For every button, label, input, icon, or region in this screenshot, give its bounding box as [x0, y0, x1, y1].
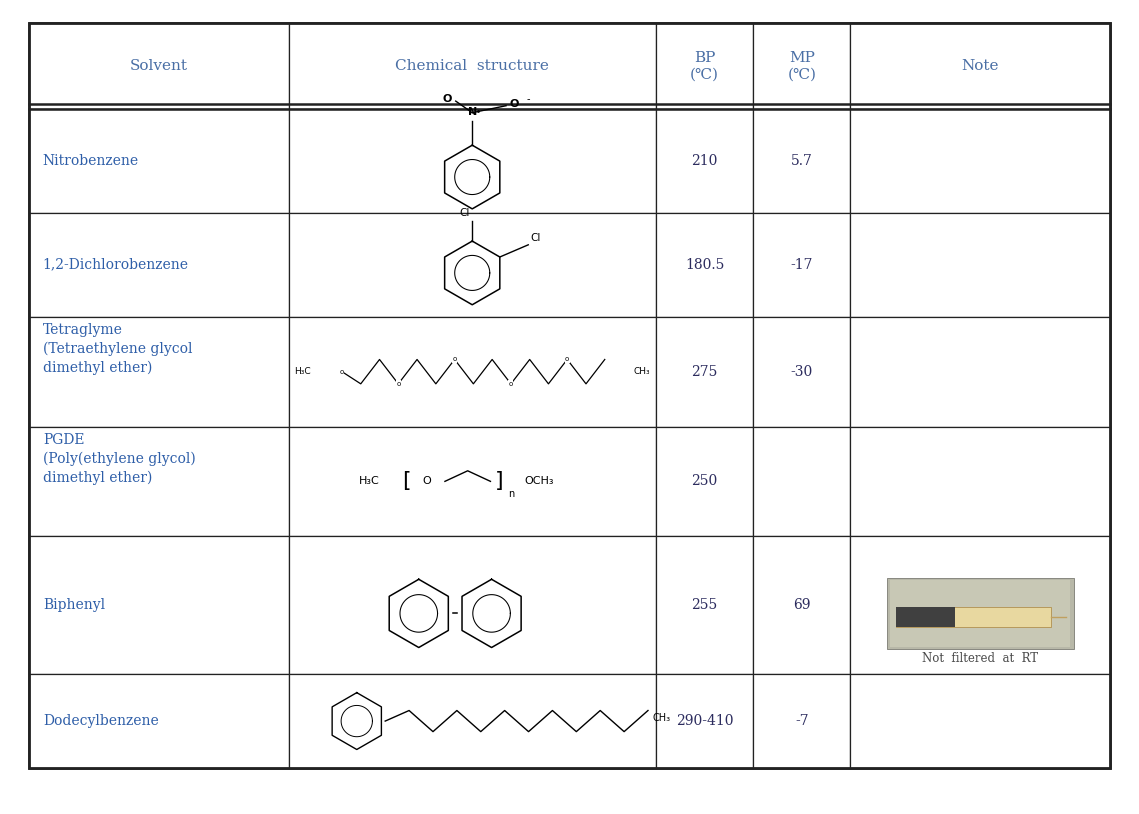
Text: O: O — [423, 476, 431, 486]
Bar — [851, 427, 1109, 536]
Text: Chemical  structure: Chemical structure — [395, 59, 549, 73]
Bar — [30, 317, 288, 427]
Bar — [30, 109, 288, 212]
Bar — [753, 212, 851, 317]
Text: CH₃: CH₃ — [633, 367, 650, 376]
Text: o: o — [509, 381, 513, 387]
Text: PGDE
(Poly(ethylene glycol)
dimethyl ether): PGDE (Poly(ethylene glycol) dimethyl eth… — [43, 433, 196, 485]
Bar — [753, 427, 851, 536]
Bar — [851, 212, 1109, 317]
Text: -17: -17 — [790, 258, 813, 272]
Bar — [656, 24, 753, 109]
Text: o: o — [396, 381, 401, 387]
Text: Not  filtered  at  RT: Not filtered at RT — [923, 651, 1039, 664]
Bar — [656, 317, 753, 427]
Text: Note: Note — [961, 59, 999, 73]
Bar — [753, 674, 851, 768]
Text: OCH₃: OCH₃ — [525, 476, 554, 486]
Text: Tetraglyme
(Tetraethylene glycol
dimethyl ether): Tetraglyme (Tetraethylene glycol dimethy… — [43, 323, 192, 375]
Text: o: o — [339, 369, 344, 374]
Bar — [851, 317, 1109, 427]
Text: Solvent: Solvent — [130, 59, 188, 73]
Bar — [288, 536, 656, 674]
Bar — [891, 580, 1071, 647]
Bar — [288, 674, 656, 768]
Text: -7: -7 — [795, 714, 809, 728]
Bar — [288, 212, 656, 317]
Bar — [288, 427, 656, 536]
Text: 290-410: 290-410 — [675, 714, 734, 728]
Text: -: - — [526, 94, 530, 104]
Text: o: o — [565, 357, 570, 362]
Bar — [753, 109, 851, 212]
Bar — [896, 607, 1051, 628]
Text: Cl: Cl — [459, 208, 470, 218]
Text: N: N — [468, 107, 477, 116]
Text: 180.5: 180.5 — [685, 258, 724, 272]
Text: Biphenyl: Biphenyl — [43, 598, 105, 612]
Text: BP
(℃): BP (℃) — [690, 51, 719, 81]
Bar — [656, 674, 753, 768]
Bar — [851, 536, 1109, 674]
Bar — [656, 536, 753, 674]
Bar — [656, 427, 753, 536]
Text: [: [ — [402, 471, 410, 492]
Bar — [896, 607, 954, 628]
Bar — [30, 674, 288, 768]
Bar — [851, 674, 1109, 768]
Text: ]: ] — [495, 471, 503, 492]
Bar — [30, 427, 288, 536]
Text: 210: 210 — [691, 154, 718, 168]
Text: o: o — [452, 357, 457, 362]
Bar — [30, 24, 288, 109]
Bar — [887, 578, 1074, 650]
Text: O: O — [443, 94, 452, 104]
Bar — [753, 536, 851, 674]
Text: n: n — [508, 488, 514, 498]
Text: 1,2-Dichlorobenzene: 1,2-Dichlorobenzene — [43, 258, 189, 272]
Text: MP
(℃): MP (℃) — [787, 51, 817, 81]
Text: Cl: Cl — [531, 233, 541, 243]
Text: 250: 250 — [691, 475, 718, 488]
Bar — [753, 24, 851, 109]
Bar — [851, 24, 1109, 109]
Text: CH₃: CH₃ — [653, 713, 671, 723]
Text: O: O — [509, 99, 519, 109]
Bar — [656, 212, 753, 317]
Bar — [656, 109, 753, 212]
Bar — [288, 317, 656, 427]
Text: -30: -30 — [790, 365, 813, 379]
Bar — [288, 24, 656, 109]
Text: 275: 275 — [691, 365, 718, 379]
Text: 69: 69 — [793, 598, 811, 612]
Text: 5.7: 5.7 — [790, 154, 813, 168]
Text: H₃C: H₃C — [294, 367, 311, 376]
Text: 255: 255 — [691, 598, 718, 612]
Text: Nitrobenzene: Nitrobenzene — [43, 154, 139, 168]
Bar — [851, 109, 1109, 212]
Text: Dodecylbenzene: Dodecylbenzene — [43, 714, 158, 728]
Bar — [30, 536, 288, 674]
Bar — [30, 212, 288, 317]
Text: H₃C: H₃C — [359, 476, 379, 486]
Bar — [753, 317, 851, 427]
Bar — [288, 109, 656, 212]
